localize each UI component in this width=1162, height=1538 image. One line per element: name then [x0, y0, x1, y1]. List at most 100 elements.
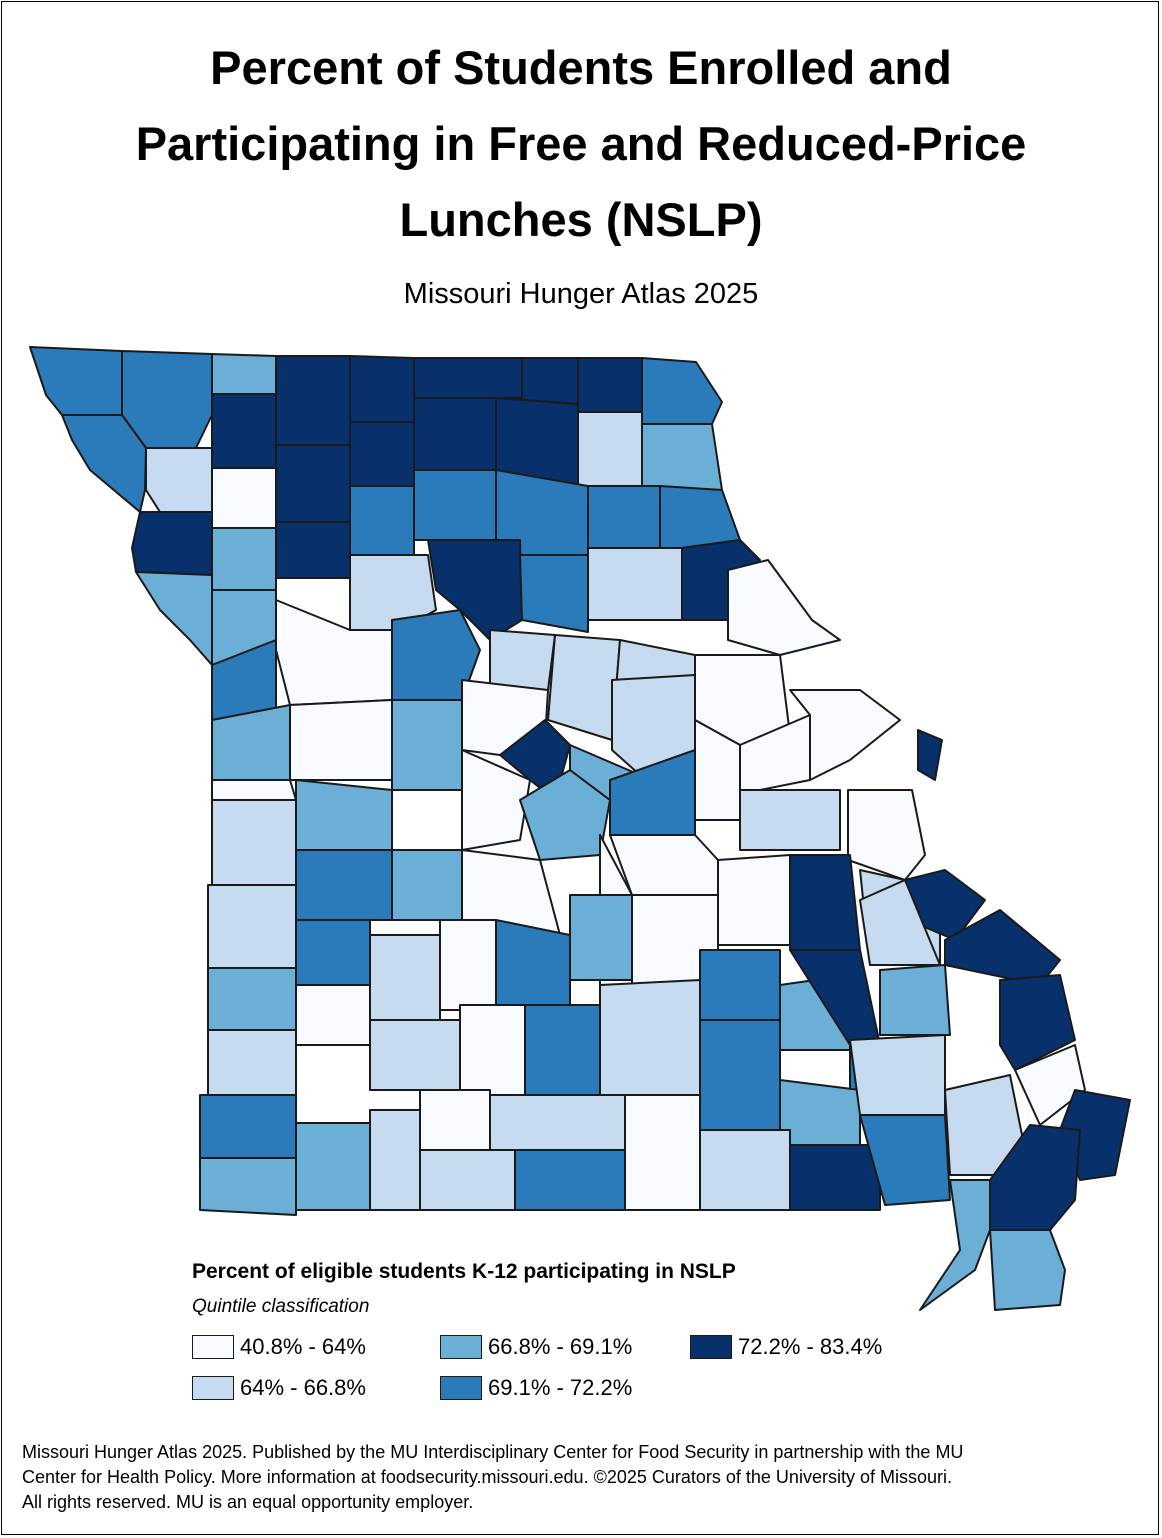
legend-label-class-2: 64% - 66.8% — [240, 1375, 366, 1400]
county-barry — [295, 1122, 371, 1211]
legend-label-class-4: 69.1% - 72.2% — [488, 1375, 633, 1400]
county-franklin — [739, 789, 841, 851]
legend-swatch-class-2 — [192, 1376, 234, 1400]
legend-item-class-5: 72.2% - 83.4% — [690, 1332, 882, 1362]
county-bates — [211, 779, 297, 801]
county-atchison — [29, 346, 123, 416]
legend-item-class-2: 64% - 66.8% — [192, 1373, 366, 1403]
legend-swatch-class-3 — [440, 1335, 482, 1359]
county-platte — [135, 571, 213, 666]
legend-title: Percent of eligible students K-12 partic… — [192, 1260, 736, 1283]
map-title: Percent of Students Enrolled and Partici… — [0, 30, 1162, 258]
county-knox — [577, 411, 643, 487]
county-shelby — [587, 485, 661, 549]
county-oregon — [699, 1129, 791, 1211]
county-pulaski — [569, 894, 633, 981]
county-barton — [207, 967, 297, 1031]
legend-label-class-1: 40.8% - 64% — [240, 1334, 366, 1359]
county-saline — [391, 609, 481, 701]
title-line-2: Participating in Free and Reduced-Price — [135, 117, 1027, 170]
county-mercer — [349, 355, 415, 423]
legend-swatch-class-5 — [690, 1335, 732, 1359]
county-randolph — [519, 554, 589, 633]
county-clinton — [211, 527, 277, 591]
county-livingston — [349, 485, 415, 556]
legend-label-class-5: 72.2% - 83.4% — [738, 1334, 883, 1359]
county-greene — [369, 1019, 461, 1091]
county-lawrence — [295, 984, 371, 1046]
county-st-charles — [789, 689, 901, 781]
county-perry — [944, 909, 1061, 986]
county-dunklin — [919, 1179, 991, 1311]
county-dent — [699, 949, 781, 1021]
county-buchanan — [131, 511, 213, 576]
county-ray — [275, 521, 351, 579]
county-linn — [413, 469, 497, 541]
legend-item-class-3: 66.8% - 69.1% — [440, 1332, 632, 1362]
county-dekalb — [211, 467, 277, 529]
county-st-louis — [847, 789, 926, 881]
county-douglas — [419, 1149, 516, 1211]
county-daviess — [275, 444, 351, 523]
footer-line-2: Center for Health Policy. More informati… — [22, 1467, 952, 1487]
county-ozark — [514, 1149, 626, 1211]
county-christian — [419, 1089, 491, 1151]
legend-item-class-4: 69.1% - 72.2% — [440, 1373, 632, 1403]
county-holt — [61, 414, 147, 513]
county-howell — [624, 1094, 701, 1211]
county-lewis — [641, 423, 723, 491]
county-newton — [199, 1094, 297, 1159]
county-andrew — [145, 447, 213, 513]
county-ripley — [789, 1144, 881, 1211]
footer-line-1: Missouri Hunger Atlas 2025. Published by… — [22, 1442, 964, 1462]
county-st-clair — [295, 849, 393, 921]
county-mcdonald — [199, 1157, 297, 1216]
county-shannon — [699, 1019, 781, 1131]
county-stone — [369, 1109, 421, 1211]
county-laclede — [495, 919, 571, 1006]
legend-swatch-class-4 — [440, 1376, 482, 1400]
county-scott — [1014, 1044, 1086, 1126]
county-pettis — [391, 699, 463, 791]
county-johnson — [289, 699, 393, 781]
county-wright — [524, 1004, 601, 1096]
county-benton — [295, 779, 393, 851]
footer-credits: Missouri Hunger Atlas 2025. Published by… — [22, 1440, 1142, 1515]
county-henry — [211, 799, 297, 886]
county-st-louis-city — [917, 729, 943, 781]
county-harrison — [275, 355, 351, 446]
county-boone — [547, 634, 621, 741]
county-vernon — [207, 884, 297, 969]
county-dallas — [439, 919, 497, 1011]
map-subtitle: Missouri Hunger Atlas 2025 — [403, 278, 759, 310]
county-pike — [727, 559, 841, 656]
title-line-3: Lunches (NSLP) — [399, 193, 763, 246]
county-texas — [599, 979, 701, 1096]
county-miller — [519, 769, 611, 861]
county-gentry — [211, 393, 277, 469]
footer-line-3: All rights reserved. MU is an equal oppo… — [22, 1492, 474, 1512]
county-wayne — [849, 1034, 946, 1116]
county-cedar — [295, 919, 371, 986]
county-worth — [211, 353, 277, 395]
county-scotland — [577, 357, 643, 413]
county-grundy — [349, 421, 415, 487]
county-crawford — [717, 854, 791, 946]
county-carter — [779, 1079, 861, 1146]
county-sullivan — [413, 397, 497, 471]
legend-swatch-class-1 — [192, 1335, 234, 1359]
county-clark — [641, 357, 723, 425]
county-taney — [489, 1094, 626, 1151]
legend-subtitle: Quintile classification — [192, 1296, 370, 1317]
county-monroe — [587, 547, 683, 621]
county-madison — [879, 964, 951, 1036]
county-butler — [859, 1114, 951, 1206]
county-washington — [789, 854, 861, 951]
county-hickory — [391, 849, 463, 921]
legend-label-class-3: 66.8% - 69.1% — [488, 1334, 633, 1359]
county-putnam — [413, 357, 523, 399]
county-warren — [739, 714, 811, 791]
county-jasper — [207, 1029, 297, 1096]
county-webster — [459, 1004, 526, 1096]
